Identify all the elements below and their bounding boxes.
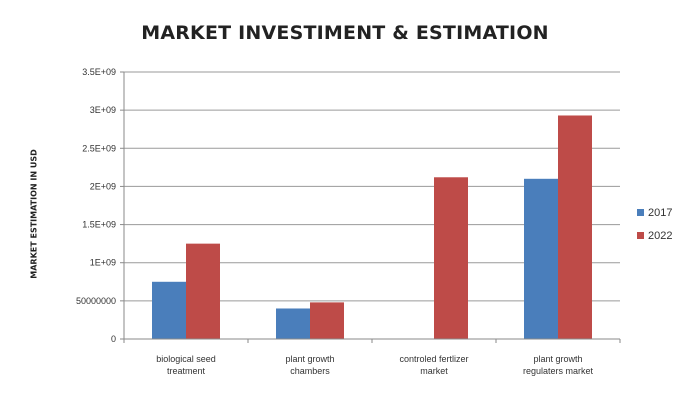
y-tick-label: 50000000	[76, 296, 116, 306]
bar-2017	[152, 281, 186, 339]
category-label: plant growth	[533, 354, 582, 364]
bars	[152, 115, 592, 340]
legend-label: 2022	[648, 230, 672, 242]
y-tick-label: 0	[111, 334, 116, 344]
y-tick-label: 1.5E+09	[82, 220, 116, 230]
bar-2017	[524, 178, 558, 339]
legend: 2017 2022	[637, 207, 672, 242]
bar-2022	[434, 177, 468, 339]
chart-title: MARKET INVESTIMENT & ESTIMATION	[141, 22, 549, 44]
y-tick-label: 3E+09	[90, 105, 116, 115]
bar-2022	[186, 243, 220, 339]
y-tick-label: 1E+09	[90, 258, 116, 268]
category-label: chambers	[290, 366, 330, 376]
y-tick-label: 2E+09	[90, 181, 116, 191]
bar-2022	[558, 115, 592, 340]
category-label: controled fertlizer	[399, 354, 468, 364]
category-label: biological seed	[156, 354, 216, 364]
category-labels: biological seed treatment plant growth cham…	[156, 354, 593, 376]
y-tick-labels: 0 50000000 1E+09 1.5E+09 2E+09 2.5E+09 3E+09 3.…	[76, 67, 116, 344]
legend-label: 2017	[648, 207, 672, 219]
category-label: regulaters market	[523, 366, 594, 376]
legend-swatch-2022	[637, 232, 644, 239]
bar-2022	[310, 302, 344, 339]
y-tick-label: 2.5E+09	[82, 143, 116, 153]
category-label: plant growth	[285, 354, 334, 364]
bar-2017	[276, 308, 310, 339]
axes	[120, 71, 621, 343]
y-tick-label: 3.5E+09	[82, 67, 116, 77]
category-label: market	[420, 366, 448, 376]
category-label: treatment	[167, 366, 206, 376]
legend-swatch-2017	[637, 209, 644, 216]
